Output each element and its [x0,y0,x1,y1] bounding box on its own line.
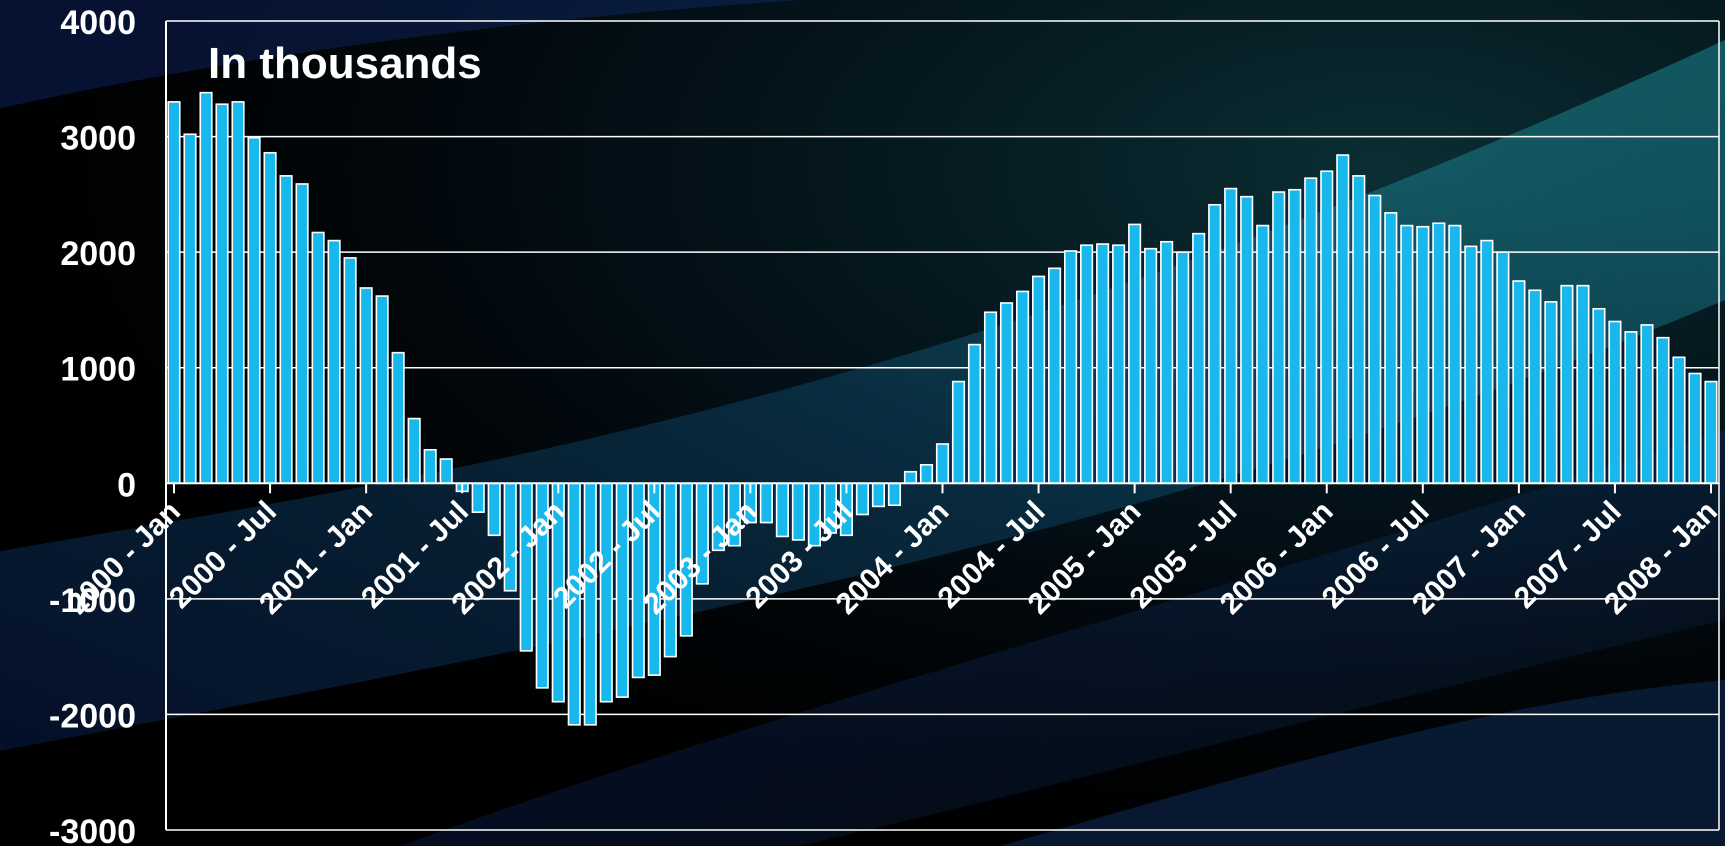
bar [167,101,181,485]
bar [1480,239,1494,485]
bar [1704,380,1718,485]
bar [775,482,789,538]
bar [1304,177,1318,485]
bar [1384,212,1398,485]
bar [359,287,373,485]
bar [487,482,501,537]
bar [1592,307,1606,485]
bar [295,183,309,485]
bar [407,417,421,485]
bar [1064,250,1078,485]
bar [599,482,613,703]
bar [1176,251,1190,485]
bar [439,458,453,485]
bar [231,101,245,485]
bar [423,448,437,485]
bar [1576,284,1590,485]
bar [279,175,293,485]
bar [759,482,773,524]
bar [1512,280,1526,485]
bar [1464,245,1478,485]
bar [215,103,229,485]
bar [1336,154,1350,485]
bar [855,482,870,516]
bar [1416,225,1430,485]
bar [1096,243,1110,485]
bar [919,463,934,485]
bar [583,482,597,726]
y-tick-label: -3000 [49,813,136,846]
axes [165,21,1720,830]
y-tick-label: -1000 [49,582,136,620]
bar [1432,222,1446,485]
bar [1544,301,1558,485]
bar [1288,188,1302,485]
y-tick-label: -2000 [49,697,136,735]
bar [983,311,998,485]
bar [471,482,485,513]
y-tick-label: 2000 [60,235,136,273]
bar [1624,331,1638,485]
bar [199,91,213,485]
bar [1672,356,1686,485]
bar [1656,336,1670,485]
bar [1112,244,1126,485]
bar [903,470,918,485]
y-tick-label: 4000 [60,4,136,42]
y-tick-label: 3000 [60,120,136,158]
bar [375,295,389,485]
bar [1608,320,1622,485]
bar [1560,284,1574,485]
bar [1640,324,1654,485]
bar [871,482,886,508]
y-tick-label: 0 [117,466,136,504]
bar [311,231,325,485]
bar [247,136,261,485]
bar [999,302,1014,485]
bar [1128,223,1142,485]
chart-title: In thousands [208,39,482,88]
y-axis-labels: 4000 3000 2000 1000 0 -1000 -2000 -3000 [49,4,136,846]
bar [391,351,405,485]
bars [167,91,1718,726]
bar [1352,175,1366,485]
bar [1256,224,1270,485]
bar [1496,251,1510,485]
bar [1080,244,1094,485]
bar [263,151,277,485]
y-tick-label: 1000 [60,351,136,389]
bar [1320,170,1334,485]
bar [1048,267,1062,485]
bar [1192,232,1206,485]
bar [967,343,982,485]
bar [1400,224,1414,485]
bar [951,380,966,485]
bar [935,443,950,485]
bar [1144,247,1158,485]
bar [1448,224,1462,485]
bar [183,133,197,485]
bar [327,239,341,485]
bar [1015,290,1030,485]
bar [1160,240,1174,485]
bar [1368,194,1382,485]
bar [1032,275,1046,485]
bar [1224,187,1238,485]
bar [1688,372,1702,485]
bar [1528,289,1542,485]
bar [1272,191,1286,485]
bar [887,482,902,507]
bar [343,257,357,485]
bar [1240,195,1254,485]
bar [1208,203,1222,485]
